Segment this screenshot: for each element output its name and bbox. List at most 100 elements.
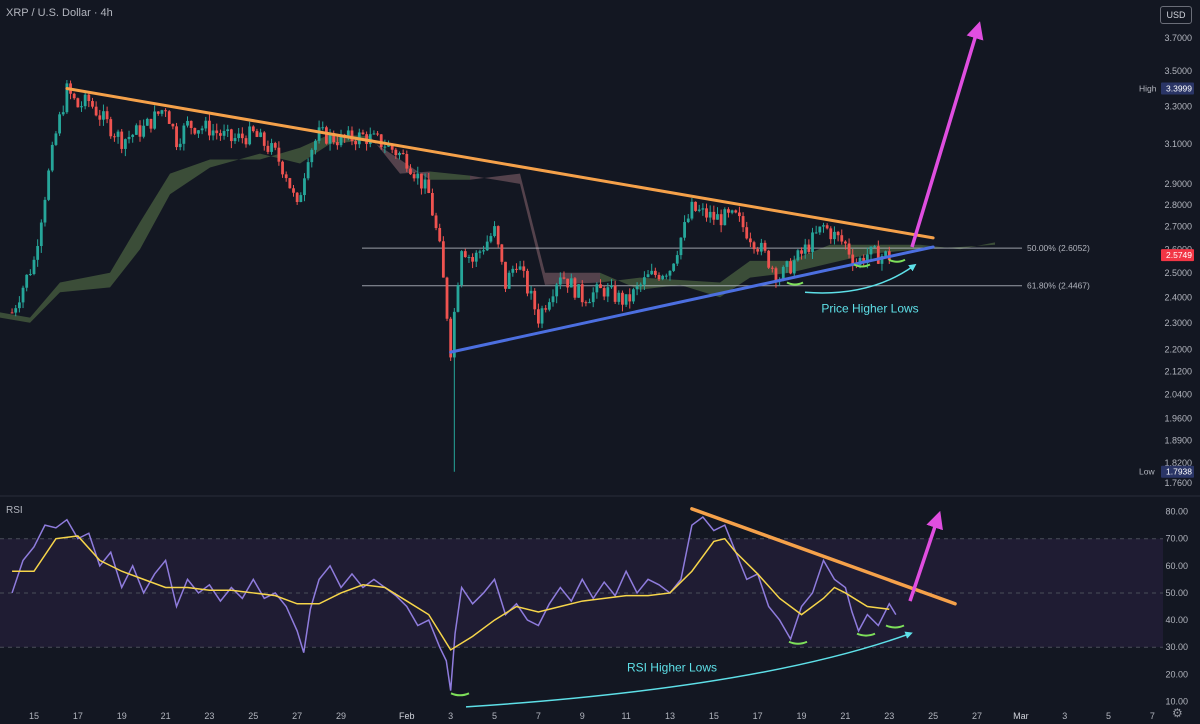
candle-body xyxy=(251,126,255,132)
candle-body xyxy=(734,210,738,213)
candle-body xyxy=(562,277,566,279)
candle-body xyxy=(690,201,694,219)
candle-body xyxy=(321,127,325,129)
candle-body xyxy=(653,270,657,275)
x-tick-label: 25 xyxy=(248,711,258,721)
x-tick-label: 15 xyxy=(29,711,39,721)
candle-body xyxy=(102,111,105,120)
candle-body xyxy=(58,114,61,134)
price-tick-label: 2.5000 xyxy=(1164,268,1192,278)
price-tick-label: 1.9600 xyxy=(1164,414,1192,424)
candle-body xyxy=(43,199,47,223)
cloud-segment xyxy=(680,280,720,298)
candle-body xyxy=(792,260,796,274)
candle-body xyxy=(277,147,281,162)
candle-body xyxy=(441,241,445,278)
candle-body xyxy=(284,174,288,179)
candle-body xyxy=(635,286,639,290)
gear-icon[interactable]: ⚙ xyxy=(1172,706,1183,720)
cloud-segment xyxy=(640,277,680,290)
candle-body xyxy=(186,120,189,126)
x-tick-label: 11 xyxy=(621,711,630,721)
candle-body xyxy=(244,138,248,145)
candle-body xyxy=(518,266,522,270)
candle-body xyxy=(153,111,157,129)
price-tick-label: 1.8900 xyxy=(1164,435,1192,445)
candle-body xyxy=(683,222,686,238)
candle-body xyxy=(127,136,131,140)
candle-body xyxy=(438,228,442,242)
candle-body xyxy=(72,93,76,99)
candle-body xyxy=(91,101,94,107)
candle-body xyxy=(493,226,496,237)
candle-body xyxy=(142,125,146,137)
candle-body xyxy=(160,110,164,114)
candle-body xyxy=(836,231,840,236)
candle-body xyxy=(131,134,135,137)
candle-body xyxy=(98,115,102,120)
rsi-title: RSI xyxy=(6,505,23,516)
candle-body xyxy=(767,250,771,268)
fib-level-label: 61.80% (2.4467) xyxy=(1027,281,1090,291)
candle-body xyxy=(668,270,672,276)
x-tick-label: 21 xyxy=(161,711,171,721)
candle-body xyxy=(569,278,573,288)
x-tick-label: 17 xyxy=(753,711,763,721)
currency-selector[interactable]: USD xyxy=(1160,6,1192,24)
price-tick-label: 2.3000 xyxy=(1164,318,1192,328)
candle-body xyxy=(566,278,570,288)
candle-body xyxy=(204,120,208,129)
candle-body xyxy=(880,255,884,264)
candle-body xyxy=(123,139,127,149)
candle-body xyxy=(398,153,401,156)
candle-body xyxy=(456,285,460,312)
x-tick-label: 23 xyxy=(204,711,214,721)
candle-body xyxy=(401,153,405,155)
low-badge-value: 1.7938 xyxy=(1166,467,1192,477)
candle-body xyxy=(109,119,113,137)
candle-body xyxy=(807,244,811,252)
candle-body xyxy=(628,294,632,302)
x-tick-label: 7 xyxy=(536,711,541,721)
candle-body xyxy=(803,244,807,254)
candle-body xyxy=(120,131,124,149)
x-tick-label: 15 xyxy=(709,711,719,721)
last-price-badge-box xyxy=(1161,249,1194,262)
rsi-projection-arrow xyxy=(908,510,943,602)
candle-body xyxy=(361,132,365,135)
candle-body xyxy=(694,201,697,211)
x-tick-label: 5 xyxy=(492,711,497,721)
candle-body xyxy=(588,302,591,304)
candle-body xyxy=(164,110,167,112)
candle-body xyxy=(83,94,87,107)
cloud-segment xyxy=(0,312,30,323)
price-tick-label: 2.0400 xyxy=(1164,390,1192,400)
candle-body xyxy=(32,259,36,274)
candle-body xyxy=(452,311,456,358)
candle-body xyxy=(847,243,851,255)
candle-body xyxy=(705,208,708,218)
candle-body xyxy=(759,242,763,252)
candle-body xyxy=(500,244,504,262)
x-tick-label: 27 xyxy=(292,711,302,721)
price-tick-label: 3.5000 xyxy=(1164,66,1192,76)
candle-body xyxy=(781,266,785,281)
rsi-tick-label: 50.00 xyxy=(1165,588,1188,598)
candle-body xyxy=(208,120,211,136)
candle-body xyxy=(745,227,749,239)
rsi-ma-line xyxy=(12,535,890,651)
cloud-segment xyxy=(30,282,60,323)
candle-body xyxy=(445,277,449,319)
candle-body xyxy=(606,287,610,297)
candle-body xyxy=(504,261,507,289)
candle-body xyxy=(87,94,91,102)
x-tick-label: 3 xyxy=(1062,711,1067,721)
candle-body xyxy=(25,274,29,288)
candle-body xyxy=(222,131,226,136)
x-tick-label: 23 xyxy=(884,711,894,721)
candle-body xyxy=(661,275,665,280)
candle-body xyxy=(657,274,661,280)
candle-body xyxy=(672,263,676,271)
price-tick-label: 3.1000 xyxy=(1164,139,1192,149)
